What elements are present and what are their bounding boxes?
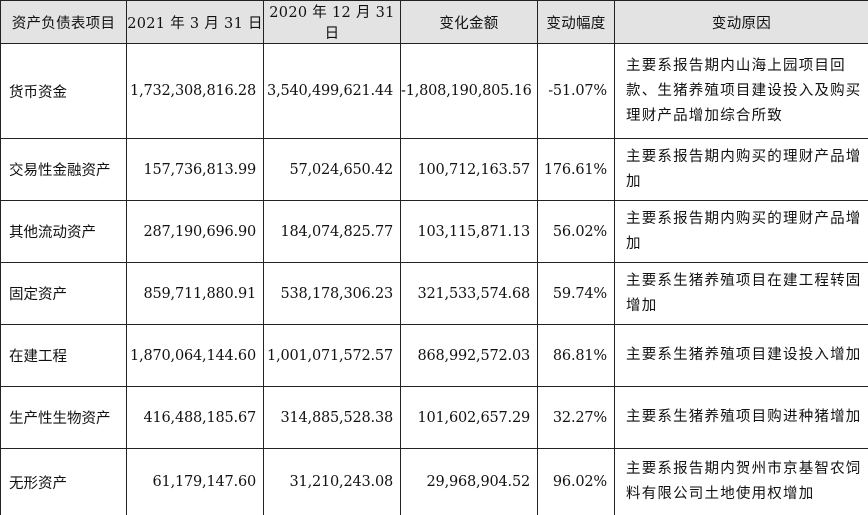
header-2020-dec: 2020 年 12 月 31 日: [264, 1, 401, 44]
row-item: 在建工程: [1, 325, 127, 387]
row-item: 固定资产: [1, 263, 127, 325]
row-change-pct: 56.02%: [538, 201, 615, 263]
row-reason: 主要系报告期内山海上园项目回款、生猪养殖项目建设投入及购买理财产品增加综合所致: [615, 44, 868, 139]
row-reason: 主要系生猪养殖项目购进种猪增加: [615, 387, 868, 449]
row-2021-q1: 1,732,308,816.28: [127, 44, 264, 139]
table-row: 固定资产 859,711,880.91 538,178,306.23 321,5…: [1, 263, 868, 325]
table-row: 其他流动资产 287,190,696.90 184,074,825.77 103…: [1, 201, 868, 263]
row-reason: 主要系生猪养殖项目在建工程转固增加: [615, 263, 868, 325]
row-change-pct: 59.74%: [538, 263, 615, 325]
row-item: 生产性生物资产: [1, 387, 127, 449]
row-reason: 主要系报告期内贺州市京基智农饲料有限公司土地使用权增加: [615, 449, 868, 515]
row-change-amount: 29,968,904.52: [401, 449, 538, 515]
row-reason: 主要系报告期内购买的理财产品增加: [615, 139, 868, 201]
row-2021-q1: 1,870,064,144.60: [127, 325, 264, 387]
row-change-amount: -1,808,190,805.16: [401, 44, 538, 139]
row-change-amount: 100,712,163.57: [401, 139, 538, 201]
row-change-pct: 86.81%: [538, 325, 615, 387]
row-2020-dec: 314,885,528.38: [264, 387, 401, 449]
table-row: 无形资产 61,179,147.60 31,210,243.08 29,968,…: [1, 449, 868, 515]
row-item: 无形资产: [1, 449, 127, 515]
row-change-amount: 321,533,574.68: [401, 263, 538, 325]
header-reason: 变动原因: [615, 1, 868, 44]
row-reason: 主要系报告期内购买的理财产品增加: [615, 201, 868, 263]
row-2020-dec: 3,540,499,621.44: [264, 44, 401, 139]
table-row: 生产性生物资产 416,488,185.67 314,885,528.38 10…: [1, 387, 868, 449]
table-row: 货币资金 1,732,308,816.28 3,540,499,621.44 -…: [1, 44, 868, 139]
row-item: 交易性金融资产: [1, 139, 127, 201]
row-change-pct: 176.61%: [538, 139, 615, 201]
header-row: 资产负债表项目 2021 年 3 月 31 日 2020 年 12 月 31 日…: [1, 1, 868, 44]
row-change-pct: 32.27%: [538, 387, 615, 449]
row-change-pct: -51.07%: [538, 44, 615, 139]
table-row: 在建工程 1,870,064,144.60 1,001,071,572.57 8…: [1, 325, 868, 387]
row-change-amount: 103,115,871.13: [401, 201, 538, 263]
row-2020-dec: 31,210,243.08: [264, 449, 401, 515]
row-2020-dec: 1,001,071,572.57: [264, 325, 401, 387]
header-change-amount: 变化金额: [401, 1, 538, 44]
row-item: 其他流动资产: [1, 201, 127, 263]
header-item: 资产负债表项目: [1, 1, 127, 44]
row-2020-dec: 57,024,650.42: [264, 139, 401, 201]
row-change-amount: 868,992,572.03: [401, 325, 538, 387]
header-2021-q1: 2021 年 3 月 31 日: [127, 1, 264, 44]
row-2020-dec: 538,178,306.23: [264, 263, 401, 325]
header-change-pct: 变动幅度: [538, 1, 615, 44]
row-item: 货币资金: [1, 44, 127, 139]
row-change-amount: 101,602,657.29: [401, 387, 538, 449]
row-2021-q1: 157,736,813.99: [127, 139, 264, 201]
row-2021-q1: 287,190,696.90: [127, 201, 264, 263]
row-2021-q1: 859,711,880.91: [127, 263, 264, 325]
row-reason: 主要系生猪养殖项目建设投入增加: [615, 325, 868, 387]
row-2021-q1: 416,488,185.67: [127, 387, 264, 449]
row-2020-dec: 184,074,825.77: [264, 201, 401, 263]
table-row: 交易性金融资产 157,736,813.99 57,024,650.42 100…: [1, 139, 868, 201]
row-change-pct: 96.02%: [538, 449, 615, 515]
row-2021-q1: 61,179,147.60: [127, 449, 264, 515]
